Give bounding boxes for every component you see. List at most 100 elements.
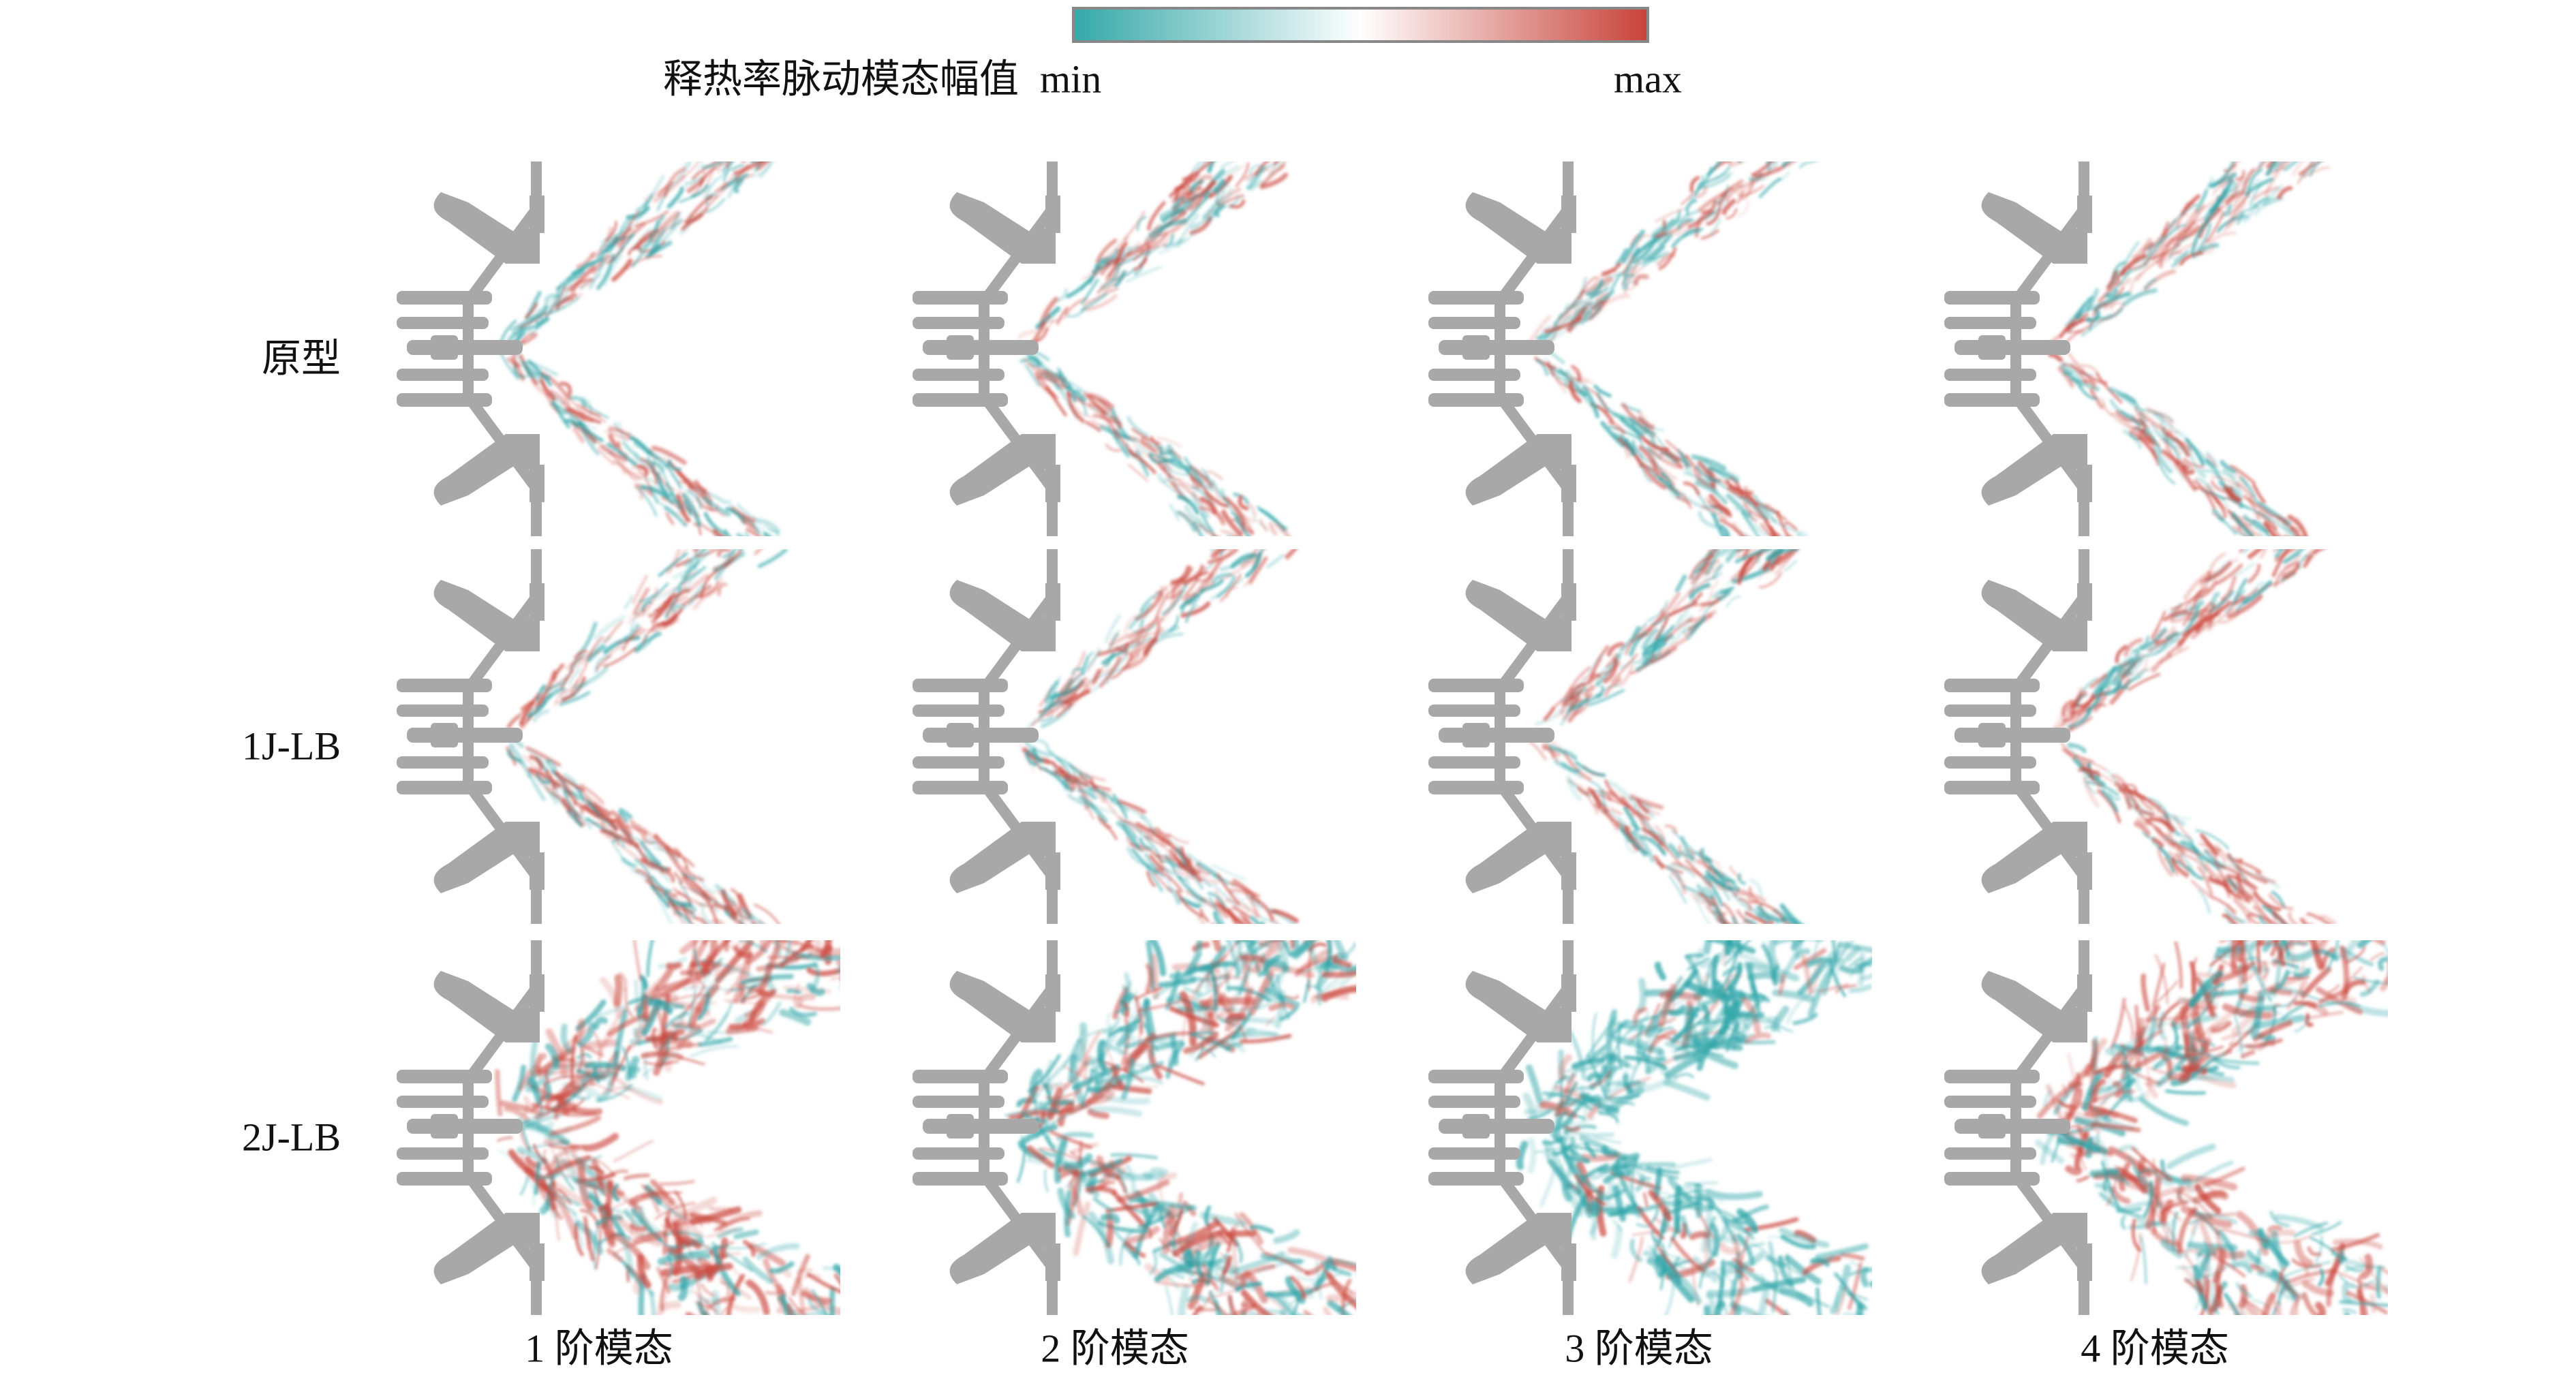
flame-strand bbox=[737, 910, 756, 919]
flame-strand bbox=[1105, 1212, 1114, 1248]
flame-strand bbox=[1199, 997, 1256, 1007]
flame-strand bbox=[1713, 869, 1736, 884]
flame-strand bbox=[2119, 410, 2143, 427]
flame-strand bbox=[680, 1056, 705, 1066]
flame-strand bbox=[594, 1004, 628, 1019]
flame-strand bbox=[722, 550, 742, 568]
flame-strand bbox=[1577, 786, 1590, 796]
flame-strand bbox=[604, 1187, 614, 1200]
flame-strand bbox=[631, 465, 663, 482]
flame-strand bbox=[1835, 1285, 1847, 1315]
flame-strand bbox=[2117, 1171, 2130, 1186]
flame-strand bbox=[1142, 638, 1157, 656]
flame-strand bbox=[1703, 940, 1713, 955]
flame-strand bbox=[1186, 852, 1218, 874]
flame-strand bbox=[2096, 373, 2123, 404]
flame-strand bbox=[623, 1173, 650, 1181]
flame-strand bbox=[736, 503, 754, 519]
flame-strand bbox=[1210, 165, 1240, 182]
flame-strand bbox=[748, 1343, 793, 1353]
flame-strand bbox=[1136, 999, 1184, 1012]
flame-strand bbox=[2164, 241, 2198, 262]
flame-strand bbox=[1221, 529, 1242, 536]
flame-strand bbox=[1233, 493, 1249, 505]
flame-strand bbox=[1745, 1352, 1761, 1377]
flame-strand bbox=[2258, 914, 2268, 924]
flame-strand bbox=[2230, 512, 2254, 536]
flame-strand bbox=[726, 161, 731, 169]
flame-strand bbox=[1129, 637, 1155, 662]
flame-strand bbox=[1068, 1038, 1082, 1084]
flame-strand bbox=[1234, 940, 1245, 946]
flame-strand bbox=[1133, 989, 1138, 1015]
flame-strand bbox=[672, 1024, 704, 1032]
flame-strand bbox=[1161, 480, 1191, 504]
flame-strand bbox=[1792, 1348, 1819, 1361]
flame-strand bbox=[1145, 963, 1153, 993]
flame-strand bbox=[839, 965, 840, 969]
flame-strand bbox=[596, 654, 612, 671]
flame-strand bbox=[552, 1191, 579, 1240]
flame-strand bbox=[1323, 940, 1332, 972]
flame-strand bbox=[1788, 1322, 1807, 1365]
flame-strand bbox=[1884, 931, 1893, 970]
flame-field bbox=[1016, 161, 1291, 536]
flame-strand bbox=[613, 232, 636, 262]
flame-strand bbox=[1242, 522, 1255, 536]
flame-strand bbox=[1793, 948, 1827, 970]
flame-strand bbox=[2104, 1045, 2147, 1056]
flame-strand bbox=[2129, 657, 2145, 676]
flame-strand bbox=[1259, 172, 1289, 189]
flame-strand bbox=[722, 549, 737, 559]
flame-strand bbox=[1787, 1327, 1792, 1352]
flame-strand bbox=[2126, 784, 2138, 793]
flame-strand bbox=[1759, 572, 1783, 589]
flame-strand bbox=[2177, 997, 2219, 1006]
flame-strand bbox=[716, 504, 726, 517]
flame-strand bbox=[615, 1214, 662, 1247]
flame-strand bbox=[2129, 430, 2158, 460]
flame-strand bbox=[2236, 481, 2254, 499]
flame-strand bbox=[2156, 457, 2176, 485]
flame-strand bbox=[2264, 110, 2287, 132]
flame-strand bbox=[2200, 833, 2219, 856]
flame-strand bbox=[682, 856, 695, 867]
flame-strand bbox=[1285, 995, 1299, 1000]
flame-strand bbox=[1266, 1016, 1275, 1026]
flame-strand bbox=[521, 360, 551, 380]
flame-strand bbox=[713, 554, 731, 572]
flame-strand bbox=[2236, 873, 2254, 900]
flame-strand bbox=[1565, 775, 1582, 802]
flame-strand bbox=[633, 632, 662, 652]
flame-strand bbox=[2228, 191, 2251, 216]
flame-strand bbox=[500, 352, 520, 380]
flame-strand bbox=[681, 213, 703, 231]
flame-strand bbox=[730, 888, 742, 911]
flame-strand bbox=[2183, 571, 2210, 601]
flame-strand bbox=[2265, 143, 2272, 159]
flame-strand bbox=[714, 174, 735, 200]
flame-strand bbox=[1777, 161, 1792, 173]
flame-strand bbox=[1723, 1215, 1747, 1224]
flame-strand bbox=[578, 261, 596, 273]
flame-strand bbox=[1730, 1325, 1736, 1366]
flame-strand bbox=[1663, 1263, 1702, 1305]
flame-strand bbox=[2143, 242, 2153, 254]
flame-strand bbox=[2301, 1292, 2320, 1315]
flame-strand bbox=[2263, 538, 2286, 546]
flame-strand bbox=[1726, 208, 1738, 219]
flame-strand bbox=[2189, 961, 2196, 995]
flame-strand bbox=[2226, 594, 2263, 619]
flame-strand bbox=[1313, 1318, 1323, 1331]
flame-strand bbox=[2318, 1002, 2361, 1008]
flame-strand bbox=[1810, 1258, 1830, 1267]
flame-strand bbox=[1184, 457, 1204, 484]
flame-strand bbox=[1587, 689, 1625, 707]
flame-strand bbox=[1146, 871, 1156, 887]
flame-strand bbox=[2200, 578, 2228, 597]
flame-strand bbox=[1668, 875, 1687, 904]
flame-strand bbox=[1734, 123, 1758, 146]
flame-strand bbox=[1310, 1329, 1316, 1345]
flame-strand bbox=[1574, 382, 1600, 416]
flame-strand bbox=[2098, 278, 2121, 303]
